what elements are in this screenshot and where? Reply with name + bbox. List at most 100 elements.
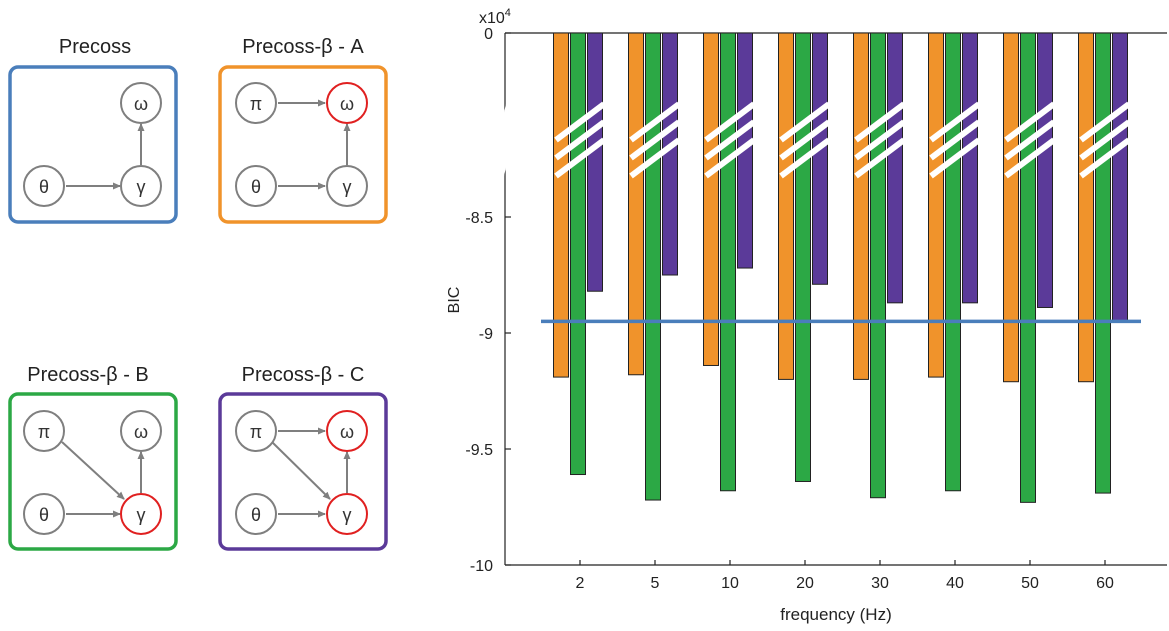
bar xyxy=(1003,32,1019,383)
node-label: ω xyxy=(134,422,148,442)
x-axis-label: frequency (Hz) xyxy=(780,605,891,624)
node-omega: ω xyxy=(120,82,162,124)
models-panel: Precoss ω θ γ Precoss-β - A π ω θ γ xyxy=(8,36,388,551)
model-frame xyxy=(8,392,178,551)
node-gamma: γ xyxy=(326,493,368,535)
axis-break-mark xyxy=(704,119,756,161)
node-theta: θ xyxy=(235,165,277,207)
axis-break-mark xyxy=(929,101,981,143)
axis-break-mark xyxy=(629,101,681,143)
x-tick-label: 20 xyxy=(796,575,814,592)
y-tick-label: -9.5 xyxy=(465,442,493,459)
axis-break-mark xyxy=(779,137,831,179)
model-edges xyxy=(271,427,351,518)
axis-break-mark xyxy=(498,103,512,141)
x-tick-label: 2 xyxy=(576,575,585,592)
node-pi: π xyxy=(23,410,65,452)
bar xyxy=(1078,32,1094,383)
axis-break-mark xyxy=(1079,119,1131,161)
bic-chart: x104 BIC frequency (Hz) 0 -8.5 -9 -9.5 -10 2 5… xyxy=(446,7,1167,624)
node-label: γ xyxy=(343,505,352,525)
axis-break-mark xyxy=(629,119,681,161)
node-label: ω xyxy=(134,94,148,114)
axis-break-mark xyxy=(554,101,606,143)
node-label: ω xyxy=(340,422,354,442)
bar xyxy=(1020,32,1036,503)
bar xyxy=(628,32,644,376)
node-theta: θ xyxy=(23,493,65,535)
axis-break-mark xyxy=(1004,119,1056,161)
axis-break-mark xyxy=(854,119,906,161)
node-omega: ω xyxy=(326,82,368,124)
bar xyxy=(887,32,903,304)
axis-break-mark xyxy=(498,121,512,159)
bar xyxy=(553,32,569,378)
node-omega: ω xyxy=(326,410,368,452)
y-tick-label: -9 xyxy=(479,326,493,343)
x-tick-label: 10 xyxy=(721,575,739,592)
y-tick-label: -8.5 xyxy=(465,210,493,227)
x-tick-label: 50 xyxy=(1021,575,1039,592)
bar xyxy=(962,32,978,304)
bar xyxy=(870,32,886,499)
bar xyxy=(812,32,828,285)
y-axis-label: BIC xyxy=(446,287,463,314)
node-gamma: γ xyxy=(120,165,162,207)
node-label: γ xyxy=(343,177,352,197)
axis-break-mark xyxy=(854,137,906,179)
scale-factor-label: x104 xyxy=(479,7,511,27)
bar xyxy=(570,32,586,476)
node-pi: π xyxy=(235,82,277,124)
axis-break-mark xyxy=(854,101,906,143)
bar xyxy=(945,32,961,492)
model-frame xyxy=(8,65,178,224)
bar xyxy=(1095,32,1111,494)
bar xyxy=(1037,32,1053,308)
edge-pi-gamma xyxy=(271,441,331,500)
node-label: π xyxy=(38,422,50,442)
bar xyxy=(795,32,811,482)
axis-break-mark xyxy=(1004,137,1056,179)
model-title: Precoss xyxy=(59,36,131,58)
axis-break-mark xyxy=(704,101,756,143)
node-label: ω xyxy=(340,94,354,114)
bar xyxy=(928,32,944,378)
x-tick-label: 60 xyxy=(1096,575,1114,592)
axis-break-mark xyxy=(779,119,831,161)
node-omega: ω xyxy=(120,410,162,452)
plot-area: 0 -8.5 -9 -9.5 -10 2 5 10 20 30 40 50 60 xyxy=(465,26,1167,592)
model-title: Precoss-β - A xyxy=(242,36,364,58)
bar xyxy=(853,32,869,380)
axis-break-mark xyxy=(554,137,606,179)
x-tick-label: 40 xyxy=(946,575,964,592)
axis-break-mark xyxy=(629,137,681,179)
y-tick-label: 0 xyxy=(484,26,493,43)
node-gamma: γ xyxy=(326,165,368,207)
bar xyxy=(645,32,661,501)
node-theta: θ xyxy=(235,493,277,535)
bar xyxy=(703,32,719,366)
x-tick-label: 5 xyxy=(651,575,660,592)
model-precoss-beta-b: Precoss-β - B π ω θ γ xyxy=(8,364,178,551)
bar xyxy=(1112,32,1128,322)
node-label: θ xyxy=(39,177,49,197)
node-pi: π xyxy=(235,410,277,452)
bar xyxy=(720,32,736,492)
node-label: γ xyxy=(137,505,146,525)
model-frame xyxy=(218,392,388,551)
bar xyxy=(587,32,603,292)
node-label: θ xyxy=(251,177,261,197)
axis-break-mark xyxy=(704,137,756,179)
node-label: θ xyxy=(251,505,261,525)
model-edges xyxy=(66,123,145,190)
y-tick-label: -10 xyxy=(470,558,493,575)
axis-break-mark xyxy=(1079,137,1131,179)
node-label: π xyxy=(250,422,262,442)
model-precoss-beta-c: Precoss-β - C π ω θ γ xyxy=(218,364,388,551)
axis-break-mark xyxy=(498,139,512,177)
model-edges xyxy=(278,99,351,190)
model-edges xyxy=(61,441,145,518)
edge-pi-gamma xyxy=(61,441,125,500)
model-precoss-beta-a: Precoss-β - A π ω θ γ xyxy=(218,36,388,224)
